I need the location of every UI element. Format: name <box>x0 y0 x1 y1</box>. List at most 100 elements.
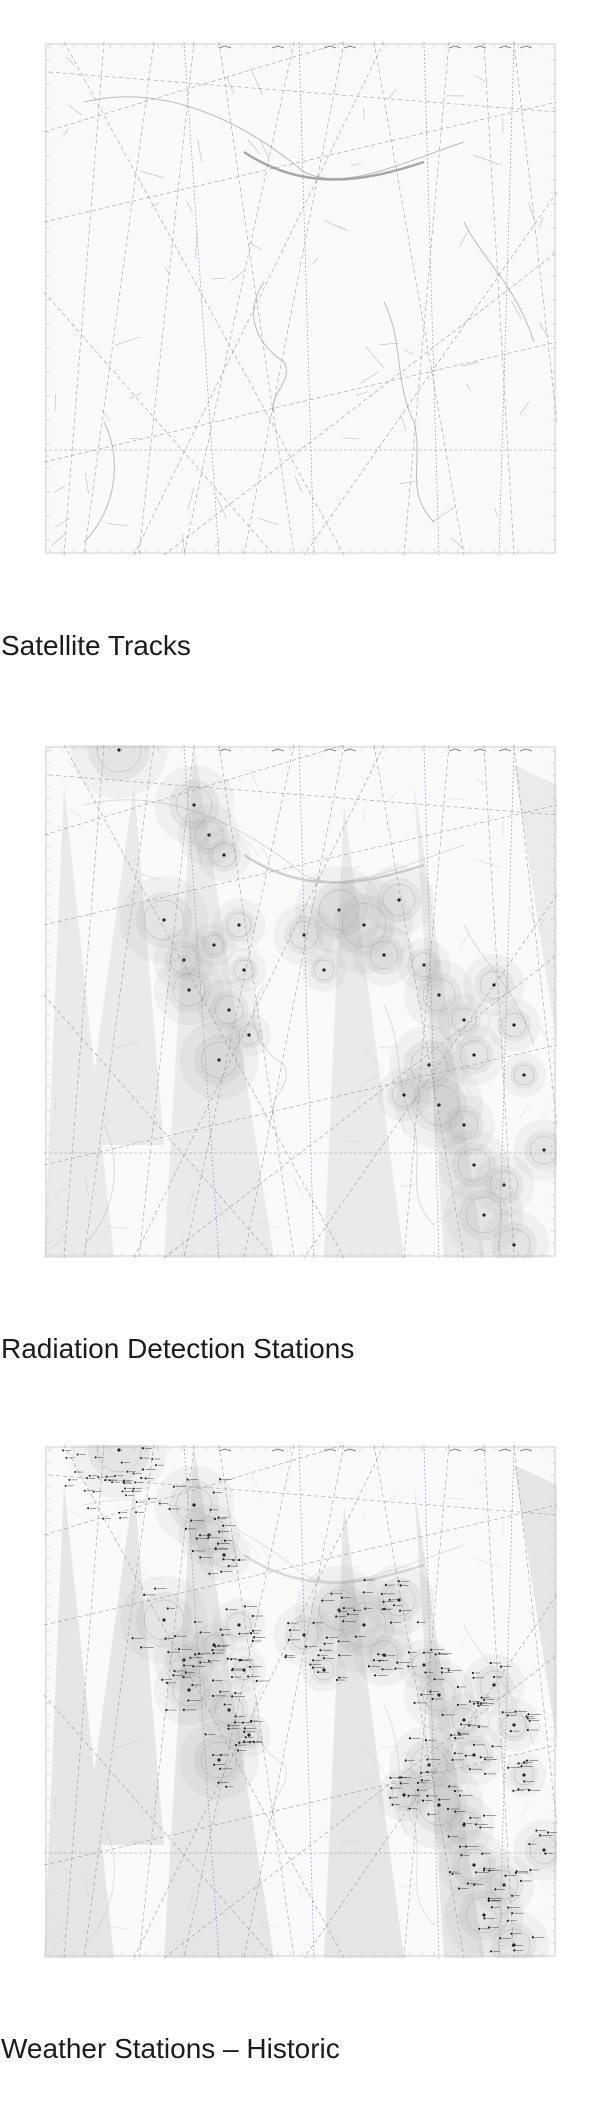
weather-station-point <box>477 1725 480 1728</box>
relief-stroke <box>258 1920 279 1929</box>
satellite-track <box>83 42 155 555</box>
station-ring <box>200 1741 238 1779</box>
weather-station-point <box>517 1788 520 1791</box>
weather-station-point <box>473 1702 476 1705</box>
weather-station-point <box>336 1678 339 1682</box>
weather-station-point <box>317 1654 320 1657</box>
weather-station-point <box>446 1807 450 1811</box>
satellite-track <box>498 745 515 1258</box>
relief-stroke <box>164 969 170 978</box>
track-marker <box>448 1448 462 1452</box>
station-halo <box>524 1830 557 1870</box>
weather-station-point <box>458 1733 461 1736</box>
relief-stroke <box>84 1875 89 1897</box>
station-point <box>227 1008 231 1012</box>
station-ring <box>501 1012 527 1038</box>
weather-station-point <box>167 1651 170 1654</box>
station-ring <box>238 1024 260 1046</box>
relief-stroke <box>363 810 365 822</box>
relief-stroke <box>431 506 455 523</box>
coverage-swath <box>324 805 404 1258</box>
relief-stroke <box>474 1478 489 1487</box>
satellite-track <box>163 954 557 1258</box>
station-point <box>437 1103 441 1107</box>
relief-stroke <box>182 1936 186 1958</box>
relief-stroke <box>84 1175 89 1197</box>
station-ring <box>529 1135 557 1165</box>
weather-station-point <box>123 1482 126 1485</box>
relief-stroke <box>294 1878 303 1897</box>
satellite-track <box>423 1445 440 1958</box>
weather-station-point <box>335 1615 338 1618</box>
station-halo <box>491 1222 537 1258</box>
weather-station-point <box>199 1556 202 1559</box>
relief-stroke <box>459 1633 469 1650</box>
station-ring <box>96 1445 142 1473</box>
ridge-line <box>83 96 465 180</box>
relief-stroke <box>400 480 419 485</box>
weather-station-point <box>251 1629 255 1632</box>
relief-stroke <box>324 923 348 934</box>
weather-station-point <box>120 1461 123 1464</box>
weather-station-point <box>105 1475 108 1478</box>
weather-station-point <box>468 1724 471 1727</box>
coverage-swath <box>84 1485 164 1845</box>
relief-stroke <box>51 1236 67 1249</box>
satellite-track <box>63 1445 105 1958</box>
station-ring <box>211 842 237 868</box>
satellite-track <box>243 42 345 555</box>
relief-stroke <box>195 934 198 962</box>
weather-station-point <box>421 1799 425 1802</box>
weather-station-point <box>440 1667 444 1670</box>
relief-stroke <box>211 277 227 280</box>
relief-stroke <box>107 1926 128 1930</box>
satellite-track <box>138 745 195 1258</box>
caption-weather-stations: Weather Stations – Historic <box>1 2033 340 2064</box>
weather-station-point <box>396 1661 399 1664</box>
coverage-swath <box>514 765 557 1045</box>
station-point <box>522 1773 526 1777</box>
station-point <box>182 958 186 962</box>
weather-station-point <box>337 1640 340 1643</box>
weather-station-point <box>191 1549 195 1553</box>
station-point <box>502 1183 506 1187</box>
track-marker <box>343 1448 357 1452</box>
weather-station-point <box>463 1822 466 1825</box>
station-halo <box>513 1119 557 1181</box>
weather-station-point <box>476 1701 479 1704</box>
relief-stroke <box>365 346 384 368</box>
weather-station-point <box>499 1665 503 1668</box>
relief-stroke <box>186 201 193 213</box>
station-point <box>187 988 191 992</box>
weather-station-point <box>513 1949 516 1952</box>
weather-station-point <box>448 1785 451 1788</box>
relief-stroke <box>350 163 361 166</box>
weather-station-point <box>113 1474 116 1477</box>
relief-stroke <box>311 1660 319 1668</box>
station-point <box>472 1163 476 1167</box>
weather-station-point <box>464 1754 467 1757</box>
weather-station-point <box>456 1685 460 1689</box>
station-ring <box>289 1620 319 1650</box>
weather-station-point <box>198 1534 202 1537</box>
relief-stroke <box>511 1003 522 1023</box>
relief-stroke <box>258 1220 279 1229</box>
weather-station-point <box>539 1834 542 1837</box>
weather-station-point <box>165 1708 168 1712</box>
weather-station-point <box>174 1635 177 1638</box>
relief-stroke <box>342 1140 360 1143</box>
weather-station-point <box>232 1558 235 1562</box>
weather-station-point <box>236 1749 240 1752</box>
coast-line <box>83 1124 115 1246</box>
weather-station-point <box>216 1542 220 1545</box>
weather-station-point <box>141 1468 145 1471</box>
relief-stroke <box>461 1064 479 1070</box>
station-point <box>302 1633 306 1637</box>
radiation-stations <box>70 1445 557 1958</box>
satellite-track <box>44 291 275 555</box>
ridge-line <box>243 150 425 181</box>
station-ring <box>449 1810 479 1840</box>
weather-station-point <box>97 1476 100 1479</box>
weather-station-point <box>394 1667 397 1670</box>
station-halo <box>70 745 168 799</box>
